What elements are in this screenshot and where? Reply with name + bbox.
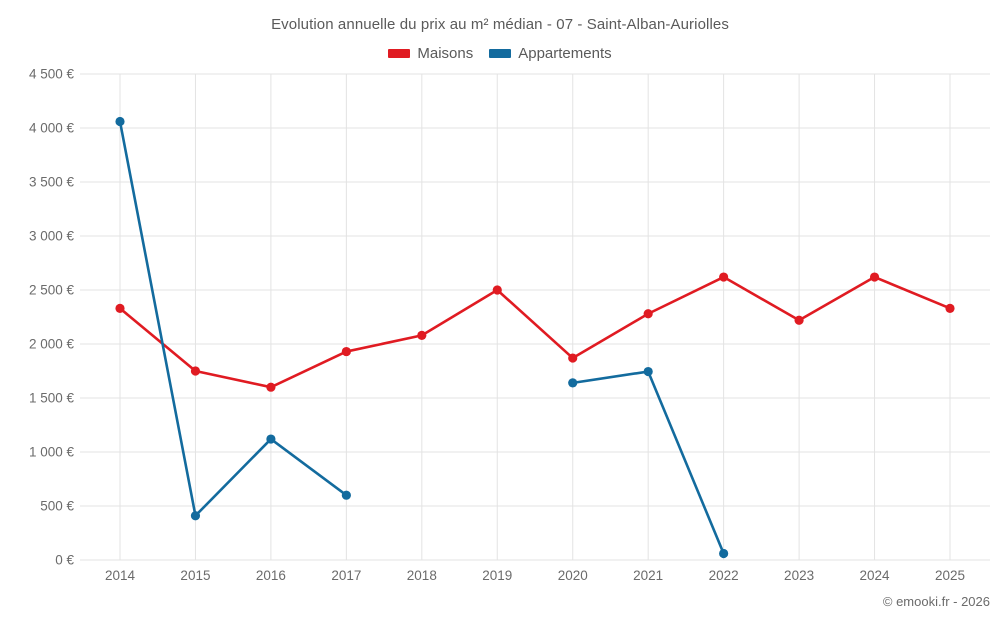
y-axis-tick-label: 2 000 € <box>28 336 74 352</box>
data-point-appartements <box>115 116 125 127</box>
data-point-maisons <box>492 285 502 295</box>
y-axis-tick-label: 3 500 € <box>28 174 74 190</box>
x-axis-tick-label: 2019 <box>482 568 513 583</box>
data-point-appartements <box>341 490 351 500</box>
y-axis-tick-label: 3 000 € <box>28 228 74 244</box>
data-point-maisons <box>945 303 955 313</box>
data-point-maisons <box>190 366 201 376</box>
x-axis-tick-label: 2024 <box>859 568 890 583</box>
x-axis-tick-label: 2020 <box>557 568 588 583</box>
data-point-maisons <box>719 272 729 282</box>
data-point-appartements <box>266 434 276 444</box>
data-point-maisons <box>115 303 125 313</box>
legend-item-appartements[interactable]: Appartements <box>489 45 612 62</box>
x-axis-tick-label: 2014 <box>104 568 136 583</box>
y-axis-tick-label: 1 000 € <box>28 444 74 460</box>
x-axis-tick-label: 2018 <box>406 568 437 583</box>
x-axis-tick-label: 2022 <box>708 568 739 583</box>
data-point-appartements <box>190 511 201 521</box>
series-line-maisons <box>118 275 952 389</box>
x-axis-tick-label: 2023 <box>784 568 815 583</box>
data-point-maisons <box>266 382 276 392</box>
y-axis-tick-label: 4 500 € <box>28 66 74 82</box>
legend-swatch-maisons <box>388 49 411 58</box>
x-axis-tick-label: 2017 <box>331 568 362 583</box>
legend-item-maisons[interactable]: Maisons <box>388 45 473 62</box>
chart-credit: © emooki.fr - 2026 <box>882 594 990 609</box>
series-line-appartements <box>118 120 348 518</box>
data-point-appartements <box>568 378 578 388</box>
chart-legend: Maisons Appartements <box>0 45 1000 62</box>
legend-label-appartements: Appartements <box>518 45 612 62</box>
y-axis-tick-label: 1 500 € <box>28 390 74 406</box>
legend-label-maisons: Maisons <box>417 45 474 62</box>
x-axis-tick-label: 2025 <box>934 568 966 583</box>
x-axis-tick-label: 2016 <box>255 568 286 583</box>
y-axis-tick-label: 500 € <box>40 498 74 514</box>
chart-title: Evolution annuelle du prix au m² médian … <box>271 16 729 33</box>
y-axis-tick-label: 2 500 € <box>28 282 74 298</box>
data-point-maisons <box>869 272 880 282</box>
data-point-maisons <box>568 353 578 363</box>
data-point-appartements <box>643 366 653 377</box>
y-axis-tick-label: 4 000 € <box>28 120 74 136</box>
legend-swatch-appartements <box>489 49 512 58</box>
data-point-maisons <box>341 346 351 357</box>
x-axis-tick-label: 2015 <box>180 568 211 583</box>
data-point-maisons <box>417 330 427 340</box>
y-axis-tick-label: 0 € <box>55 552 74 568</box>
data-point-appartements <box>719 548 729 559</box>
x-axis-tick-label: 2021 <box>633 568 664 583</box>
data-point-maisons <box>643 309 653 319</box>
data-point-maisons <box>794 315 804 325</box>
